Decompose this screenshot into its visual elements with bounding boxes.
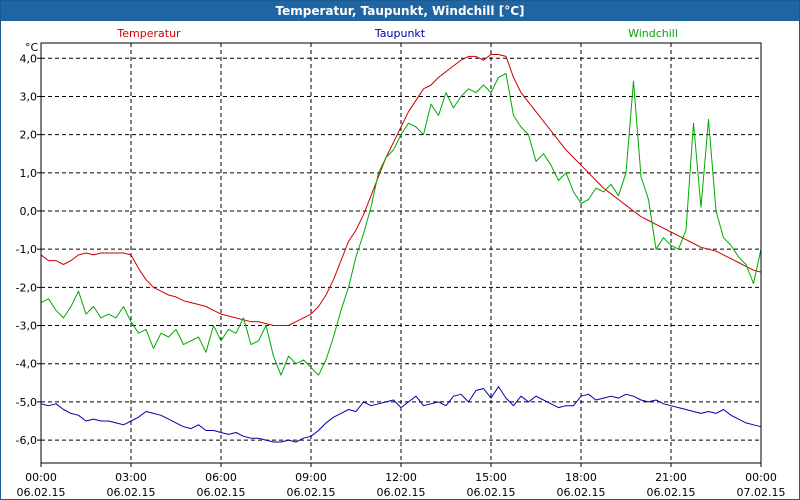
legend-taupunkt: Taupunkt [374, 27, 426, 40]
x-tick-time-label: 00:00 [745, 471, 777, 484]
legend-temperatur: Temperatur [116, 27, 181, 40]
series-line-temperatur [40, 54, 762, 326]
series-line-windchill [40, 73, 762, 376]
y-tick-label: -3,0 [16, 320, 37, 333]
y-tick-label: -6,0 [16, 434, 37, 447]
x-tick-date-label: 06.02.15 [107, 486, 156, 499]
legend: Temperatur Taupunkt Windchill [116, 27, 678, 40]
y-tick-label: 2,0 [20, 129, 38, 142]
x-tick-time-label: 18:00 [565, 471, 597, 484]
x-tick-date-label: 06.02.15 [197, 486, 246, 499]
x-tick-time-label: 00:00 [25, 471, 57, 484]
x-tick-date-label: 06.02.15 [467, 486, 516, 499]
x-axis: 00:00 06.02.15 03:00 06.02.15 06:00 06.02.15 0… [17, 463, 786, 499]
x-tick-date-label: 06.02.15 [17, 486, 66, 499]
y-tick-label: 1,0 [20, 167, 38, 180]
x-tick-date-label: 06.02.15 [287, 486, 336, 499]
series-line-taupunkt [40, 386, 762, 443]
y-tick-label: 0,0 [20, 205, 38, 218]
x-tick-date-label: 06.02.15 [377, 486, 426, 499]
x-tick-time-label: 15:00 [475, 471, 507, 484]
x-tick-time-label: 03:00 [115, 471, 147, 484]
x-tick-time-label: 21:00 [655, 471, 687, 484]
x-tick-time-label: 09:00 [295, 471, 327, 484]
x-tick-date-label: 07.02.15 [737, 486, 786, 499]
y-tick-label: -2,0 [16, 281, 37, 294]
x-tick-time-label: 06:00 [205, 471, 237, 484]
y-tick-label: -4,0 [16, 358, 37, 371]
y-axis-unit-label: °C [25, 41, 39, 54]
y-tick-label: 3,0 [20, 90, 38, 103]
x-tick-date-label: 06.02.15 [647, 486, 696, 499]
y-tick-label: 4,0 [20, 52, 38, 65]
grid [41, 43, 761, 463]
y-axis: °C 4,0 3,0 2,0 1,0 0,0 -1,0 -2,0 -3,0 -4,0 -5,0 -6… [16, 41, 41, 447]
x-tick-time-label: 12:00 [385, 471, 417, 484]
x-tick-date-label: 06.02.15 [557, 486, 606, 499]
y-tick-label: -1,0 [16, 243, 37, 256]
chart-title: Temperatur, Taupunkt, Windchill [°C] [1, 1, 799, 21]
series-lines [40, 54, 762, 443]
y-tick-label: -5,0 [16, 396, 37, 409]
legend-windchill: Windchill [628, 27, 678, 40]
